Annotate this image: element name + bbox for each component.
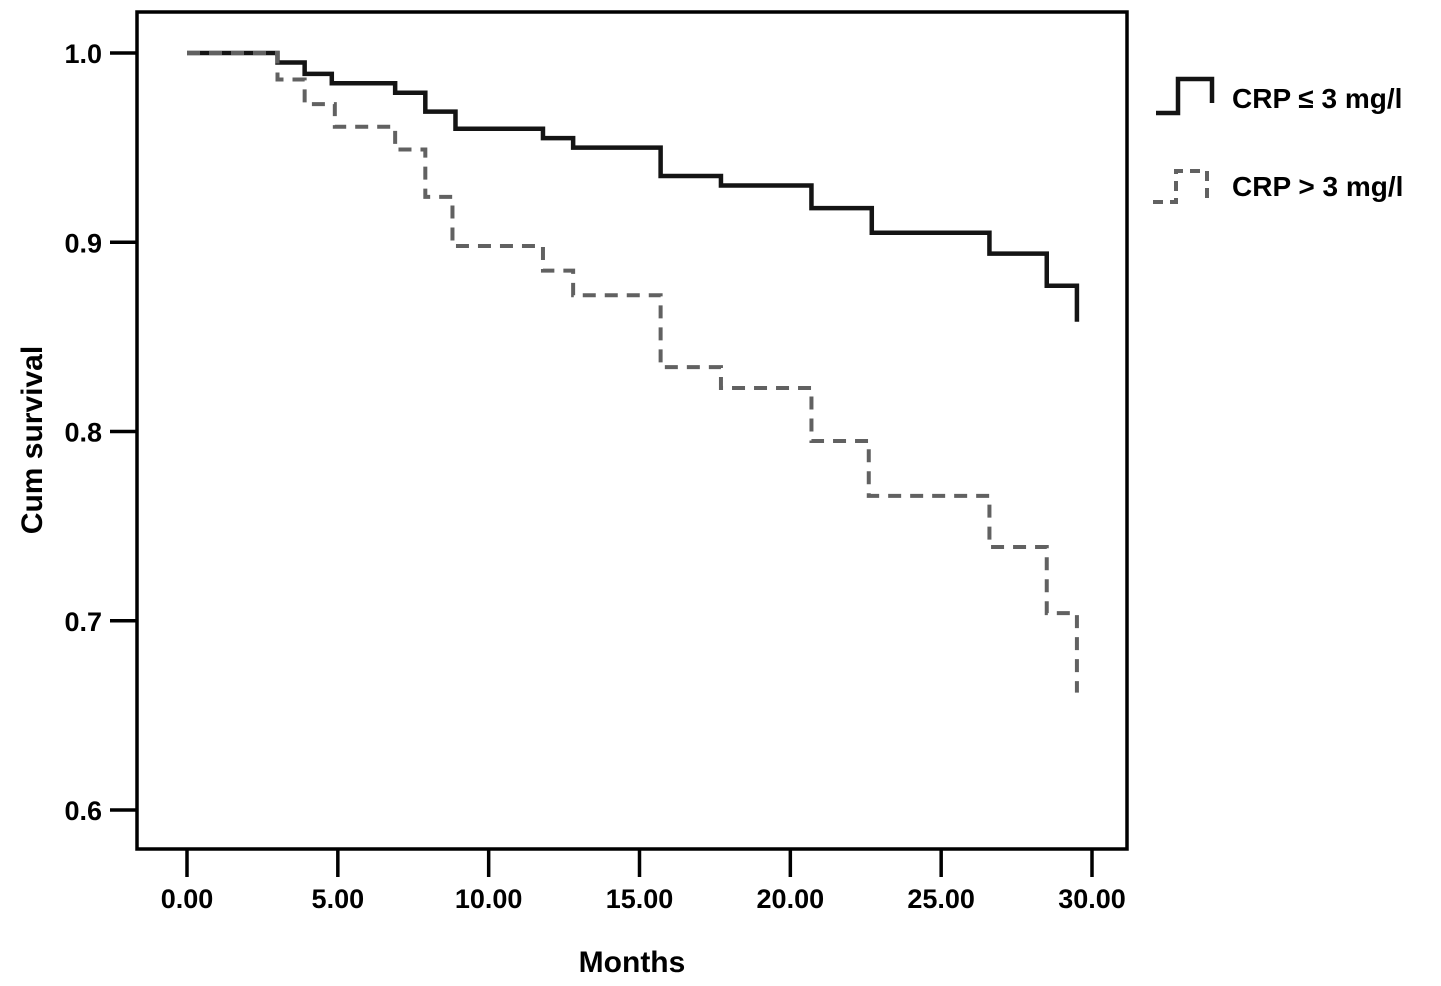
legend-label-crp-gt-3: CRP > 3 mg/l bbox=[1232, 171, 1403, 202]
legend-item-crp-le-3: CRP ≤ 3 mg/l bbox=[1156, 76, 1402, 116]
y-tick-label: 0.9 bbox=[64, 228, 102, 258]
x-tick-label: 15.00 bbox=[606, 884, 674, 914]
survival-curve-dashed bbox=[187, 51, 1079, 693]
x-tick-label: 30.00 bbox=[1058, 884, 1126, 914]
x-tick-label: 10.00 bbox=[455, 884, 523, 914]
x-axis-title: Months bbox=[579, 946, 686, 979]
survival-curve-solid bbox=[187, 50, 1080, 322]
x-tick-label: 0.00 bbox=[161, 884, 214, 914]
dashed-step-line-icon bbox=[1153, 169, 1209, 204]
legend-label-crp-le-3: CRP ≤ 3 mg/l bbox=[1232, 83, 1402, 114]
y-axis-ticks: 1.0 0.9 0.8 0.7 0.6 bbox=[64, 39, 137, 826]
y-tick-label: 1.0 bbox=[64, 39, 102, 69]
x-tick-label: 20.00 bbox=[757, 884, 825, 914]
y-tick-label: 0.7 bbox=[64, 607, 102, 637]
x-axis-ticks: 0.00 5.00 10.00 15.00 20.00 25.00 30.00 bbox=[161, 849, 1126, 914]
legend-item-crp-gt-3: CRP > 3 mg/l bbox=[1153, 169, 1403, 204]
x-tick-label: 25.00 bbox=[907, 884, 975, 914]
x-tick-label: 5.00 bbox=[312, 884, 365, 914]
survival-curves bbox=[187, 50, 1080, 693]
solid-step-line-icon bbox=[1156, 76, 1215, 116]
y-tick-label: 0.6 bbox=[64, 796, 102, 826]
y-tick-label: 0.8 bbox=[64, 418, 102, 448]
plot-frame bbox=[135, 10, 1129, 851]
legend: CRP ≤ 3 mg/l CRP > 3 mg/l bbox=[1153, 76, 1403, 204]
y-axis-title: Cum survival bbox=[16, 346, 49, 534]
